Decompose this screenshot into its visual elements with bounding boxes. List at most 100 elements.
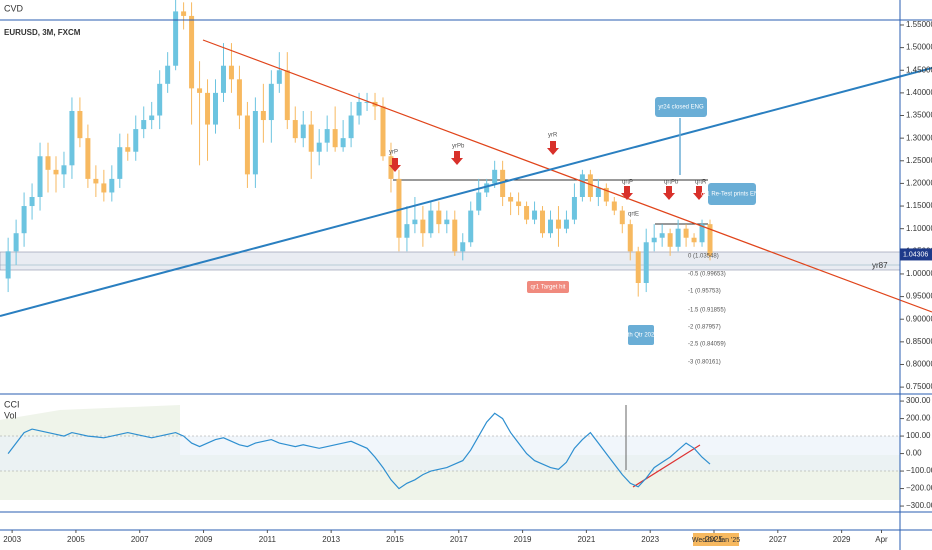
candle-body: [125, 147, 131, 152]
candle-body: [404, 224, 410, 238]
arrow: [451, 151, 463, 165]
header: CVD: [4, 3, 24, 13]
candle-body: [348, 115, 354, 139]
candle-body: [540, 210, 546, 234]
y-tick-label: 1.35000: [906, 111, 932, 120]
y-tick-label: 1.50000: [906, 43, 932, 52]
cci-line: [7, 412, 711, 490]
candle-body: [316, 142, 322, 152]
candle-body: [611, 201, 617, 211]
candle-body: [29, 196, 35, 207]
y-tick-label: 0.00: [906, 449, 922, 458]
y-tick-label: 200.00: [906, 414, 931, 423]
candle-body: [651, 237, 657, 243]
arrow: [693, 186, 705, 200]
y-tick-label: 1.25000: [906, 156, 932, 165]
annotation: -0.5 (0.99653): [688, 272, 726, 278]
candle-body: [396, 178, 402, 238]
drawings: [0, 179, 901, 500]
candle-body: [476, 192, 482, 211]
candle-body: [380, 106, 386, 157]
candle-body: [220, 65, 226, 93]
callout-text: qr1 Target hit: [531, 285, 566, 291]
candle-body: [691, 237, 697, 243]
candle-body: [61, 165, 67, 175]
candle-body: [547, 219, 553, 234]
candle-body: [571, 196, 577, 220]
candle-body: [332, 129, 338, 148]
candle-body: [268, 83, 274, 121]
candle-body: [284, 70, 290, 121]
candle-body: [173, 11, 179, 66]
candle-body: [300, 124, 306, 139]
annotation: qrtR: [695, 180, 707, 186]
candle-body: [85, 138, 91, 179]
candle-body: [133, 129, 139, 152]
x-tick-label: 2027: [769, 535, 787, 544]
candle-body: [276, 70, 282, 84]
candle-body: [37, 156, 43, 197]
candle-body: [516, 201, 522, 207]
candle-body: [205, 92, 211, 125]
x-tick-label: 2021: [577, 535, 595, 544]
trend-lines: yrP yrPb yrR qrtP qrtPb qrtR qrtE yr87 yr24 clos…: [0, 39, 932, 366]
candle-body: [149, 115, 155, 121]
candle-body: [141, 120, 147, 130]
candle-body: [699, 224, 705, 243]
candle-body: [157, 83, 163, 116]
candle-body: [109, 178, 115, 193]
candle-body: [117, 147, 123, 179]
candle-body: [260, 110, 266, 121]
x-tick-label: 2013: [322, 535, 340, 544]
candle-body: [452, 219, 458, 252]
candle-body: [563, 219, 569, 229]
candle-body: [468, 210, 474, 243]
annotation: -2 (0.87957): [688, 325, 721, 331]
candle-body: [340, 138, 346, 148]
x-tick-label: 2009: [195, 535, 213, 544]
indicator-title: CCI: [4, 399, 20, 409]
x-tick-label: 2011: [259, 535, 277, 544]
callout-box: [655, 97, 707, 117]
candle-body: [77, 110, 83, 139]
y-tick-label: 1.55000: [906, 20, 932, 29]
candle-body: [228, 65, 234, 80]
candle-body: [587, 174, 593, 197]
annotation: -3 (0.80161): [688, 360, 721, 366]
candle-body: [675, 228, 681, 247]
candle-body: [53, 169, 59, 175]
candle-body: [252, 110, 258, 175]
annotation: yrP: [389, 150, 398, 156]
annotation: -1.5 (0.91855): [688, 308, 726, 314]
last-price-box: [900, 248, 932, 261]
candle-body: [659, 233, 665, 238]
y-tick-label: 100.00: [906, 431, 931, 440]
candle-body: [101, 183, 107, 193]
candle-body: [555, 219, 561, 229]
candle-body: [579, 174, 585, 197]
cursor-label: Wed 04 Jan '25: [692, 537, 740, 544]
candle-body: [308, 124, 314, 152]
zone: [0, 251, 901, 271]
callout-text: 4th Qtr 2022: [624, 333, 658, 339]
indicator-subtitle: Vol: [4, 410, 17, 420]
annotation: qrtP: [622, 180, 633, 186]
candle-body: [683, 228, 689, 238]
candle-body: [165, 65, 171, 84]
candle-body: [93, 178, 99, 184]
annotation: yr87: [872, 261, 888, 270]
candle-body: [21, 206, 27, 234]
arrow: [547, 141, 559, 155]
arrow: [663, 186, 675, 200]
callout-box: [527, 281, 569, 293]
annotation: -2.5 (0.84059): [688, 342, 726, 348]
annotation: yrR: [548, 133, 558, 139]
candle-body: [492, 169, 498, 184]
annotation: -1 (0.95753): [688, 289, 721, 295]
candle-body: [532, 210, 538, 220]
candle-body: [213, 92, 219, 125]
trend-line: [202, 39, 932, 313]
callout-box: [708, 183, 756, 205]
